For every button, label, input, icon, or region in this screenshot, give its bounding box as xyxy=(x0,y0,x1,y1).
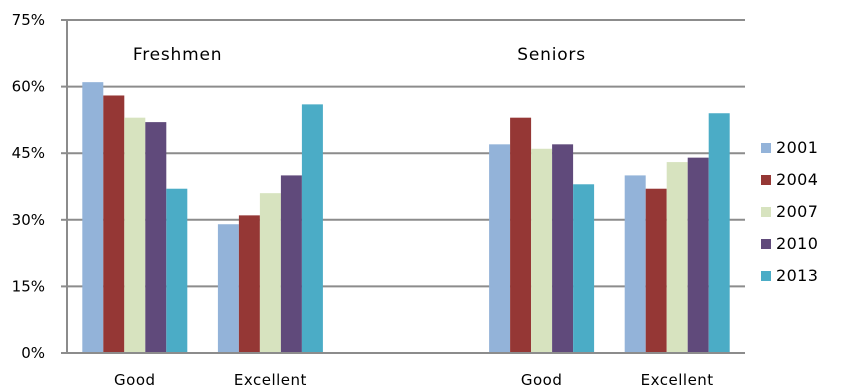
bar-2007-excellent-seniors xyxy=(666,162,688,353)
bar-2010-excellent-freshmen xyxy=(280,175,302,353)
bar-2013-excellent-seniors xyxy=(708,113,730,354)
x-category-label: Good xyxy=(521,371,563,389)
bar-2010-good-freshmen xyxy=(145,122,167,354)
bar-2001-good-seniors xyxy=(489,144,511,353)
bar-2007-excellent-freshmen xyxy=(259,193,281,353)
y-tick-label: 15% xyxy=(12,277,45,295)
y-tick-label: 30% xyxy=(12,211,45,229)
legend: 2001 2004 2007 2010 2013 xyxy=(761,138,818,285)
group-label-seniors: Seniors xyxy=(517,45,586,65)
bars xyxy=(82,82,730,354)
legend-label-2007: 2007 xyxy=(776,202,818,221)
group-label-freshmen: Freshmen xyxy=(133,45,222,65)
bar-2013-excellent-freshmen xyxy=(301,104,323,353)
bar-2013-good-seniors xyxy=(573,184,595,353)
bar-2001-excellent-seniors xyxy=(624,175,646,353)
bar-2007-good-freshmen xyxy=(124,117,146,354)
bar-2004-good-seniors xyxy=(510,117,532,354)
x-category-label: Excellent xyxy=(641,371,714,389)
bar-2010-excellent-seniors xyxy=(687,157,709,353)
bar-2004-good-freshmen xyxy=(103,95,125,353)
legend-label-2010: 2010 xyxy=(776,234,818,253)
legend-label-2004: 2004 xyxy=(776,170,818,189)
group-labels: Freshmen Seniors xyxy=(133,45,586,65)
bar-2004-excellent-freshmen xyxy=(238,215,260,353)
y-tick-labels: 0% 15% 30% 45% 60% 75% xyxy=(12,11,45,362)
x-category-label: Good xyxy=(114,371,156,389)
x-category-label: Excellent xyxy=(234,371,307,389)
legend-label-2001: 2001 xyxy=(776,138,818,157)
legend-swatch-2013 xyxy=(761,271,771,281)
legend-swatch-2010 xyxy=(761,239,771,249)
bar-2001-good-freshmen xyxy=(82,82,104,353)
y-tick-label: 60% xyxy=(12,78,45,96)
bar-2004-excellent-seniors xyxy=(645,188,667,353)
bar-2013-good-freshmen xyxy=(166,188,188,353)
y-tick-label: 75% xyxy=(12,11,45,29)
bar-2010-good-seniors xyxy=(552,144,574,353)
category-labels: Good Excellent Good Excellent xyxy=(114,371,714,389)
legend-swatch-2007 xyxy=(761,207,771,217)
bar-2001-excellent-freshmen xyxy=(217,224,239,353)
legend-swatch-2001 xyxy=(761,143,771,153)
legend-swatch-2004 xyxy=(761,175,771,185)
axes xyxy=(61,19,745,354)
bar-2007-good-seniors xyxy=(531,148,553,353)
y-tick-label: 0% xyxy=(21,344,45,362)
y-tick-label: 45% xyxy=(12,144,45,162)
legend-label-2013: 2013 xyxy=(776,266,818,285)
